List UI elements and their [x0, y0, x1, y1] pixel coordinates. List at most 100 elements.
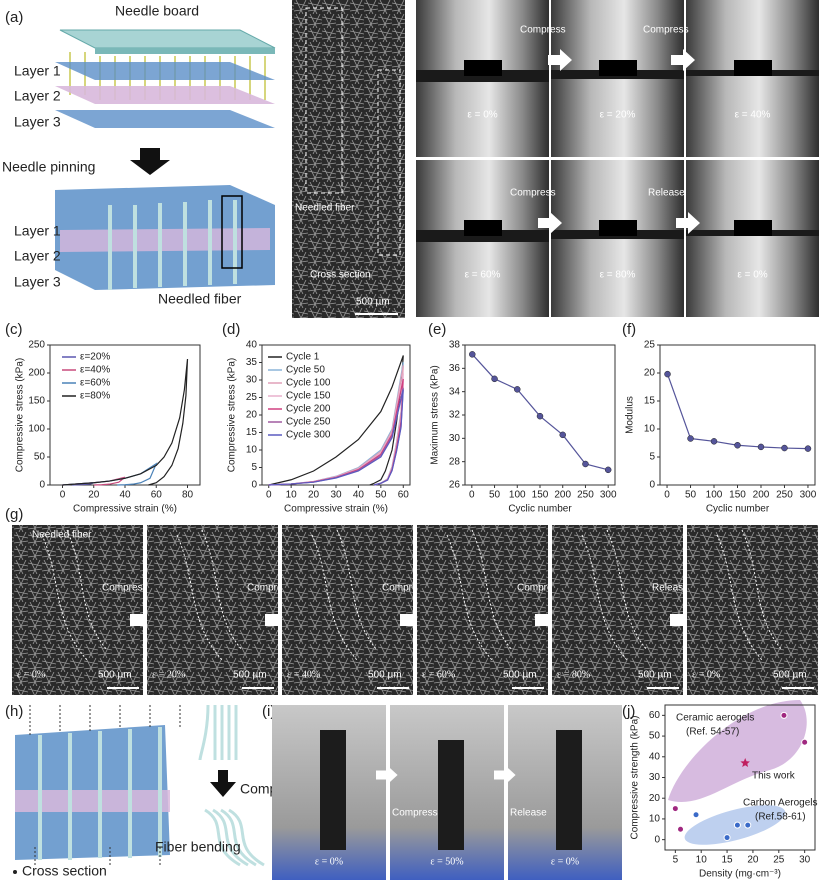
label: 28 [449, 456, 461, 467]
label: Needled fiber [295, 203, 355, 214]
arrow [376, 765, 398, 785]
marker [491, 375, 498, 383]
fiber-outline [716, 529, 783, 661]
label: 250 [577, 490, 594, 501]
sem-photo [552, 525, 683, 695]
sample [556, 730, 582, 850]
label: 10 [696, 855, 708, 866]
label: 40 [353, 490, 365, 501]
sample [734, 220, 772, 236]
label: 30 [799, 855, 811, 866]
label: 20 [644, 368, 656, 379]
point [780, 711, 788, 719]
star [740, 758, 750, 767]
label: 0 [649, 480, 655, 491]
fiber-outline [311, 529, 378, 661]
label: 35 [246, 357, 258, 368]
label: Compress [517, 583, 563, 594]
label: 500 µm [356, 297, 390, 308]
label: 300 [600, 490, 617, 501]
ceramic-region [668, 700, 807, 803]
label: Release [510, 808, 547, 819]
label: 500 µm [368, 670, 402, 681]
bullet [13, 870, 17, 874]
label: 10 [286, 490, 298, 501]
label: 500 µm [773, 670, 807, 681]
label: Needled fiber [32, 530, 92, 541]
label: Compress [392, 808, 438, 819]
marker [710, 438, 718, 445]
label: 0 [664, 490, 670, 501]
label: (j) [622, 703, 635, 720]
label: 250 [776, 490, 793, 501]
arrow [494, 765, 516, 785]
label: 26 [449, 480, 461, 491]
label: 32 [449, 410, 461, 421]
label: 34 [449, 386, 461, 397]
label: Layer 1 [14, 223, 61, 239]
label: (d) [222, 321, 240, 338]
label: Release [648, 188, 685, 199]
marker [687, 435, 694, 442]
label: ε=60% [80, 378, 110, 389]
sample [599, 220, 637, 236]
label: (f) [622, 321, 636, 338]
label: (h) [5, 703, 23, 720]
marker [582, 460, 589, 468]
label: (e) [428, 321, 446, 338]
label: (Ref. 54-57) [686, 727, 739, 738]
sample [438, 740, 464, 850]
label: Release [652, 583, 689, 594]
label: 60 [151, 490, 163, 501]
label: Cycle 250 [286, 417, 331, 428]
label: 300 [800, 490, 817, 501]
label: 0 [266, 490, 272, 501]
point [723, 834, 731, 842]
label: Needled fiber [158, 291, 242, 307]
label: Cycle 200 [286, 404, 331, 415]
sem-photo [282, 525, 413, 695]
label: ε=80% [80, 391, 110, 402]
line [268, 389, 404, 486]
label: Cycle 150 [286, 391, 331, 402]
label: 15 [246, 427, 258, 438]
arrow [671, 49, 695, 71]
label: 80 [182, 490, 194, 501]
label: 15 [722, 855, 734, 866]
line [62, 358, 189, 486]
label: ε = 60% [422, 669, 455, 680]
point [692, 811, 700, 819]
point [671, 805, 679, 813]
label: Fiber bending [155, 839, 241, 855]
sem-photo [12, 525, 143, 695]
label: Layer 1 [14, 63, 61, 79]
sem-photo [417, 525, 548, 695]
sample [464, 220, 502, 236]
sample [320, 730, 346, 850]
label: 200 [753, 490, 770, 501]
label: 38 [449, 340, 461, 351]
point [801, 738, 809, 746]
label: 20 [649, 793, 661, 804]
label: Compressive stress (kPa) [227, 358, 238, 472]
label: 500 µm [233, 670, 267, 681]
label: 5 [673, 855, 679, 866]
label: 500 µm [503, 670, 537, 681]
label: ε=20% [80, 352, 110, 363]
label: 60 [649, 710, 661, 721]
label: Layer 3 [14, 274, 61, 290]
label: ε = 20% [152, 669, 185, 680]
arrow [548, 49, 572, 71]
marker [757, 443, 765, 451]
label: ε = 0% [467, 110, 497, 121]
fiber-outline [41, 529, 108, 661]
label: Compressive strain (%) [73, 504, 177, 515]
label: 10 [644, 424, 656, 435]
label: Carbon Aerogels [743, 798, 818, 809]
line [62, 462, 158, 486]
label: 150 [532, 490, 549, 501]
label: ε = 80% [600, 270, 636, 281]
photo [686, 0, 819, 157]
label: 25 [644, 340, 656, 351]
label: ε = 0% [315, 856, 343, 867]
